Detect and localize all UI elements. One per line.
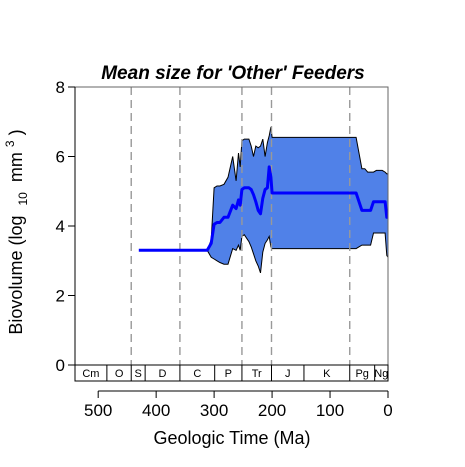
y-axis: 0 2 4 6 8: [56, 78, 76, 375]
y-tick-label: 8: [56, 78, 65, 97]
y-tick-label: 2: [56, 287, 65, 306]
chart-title: Mean size for 'Other' Feeders: [101, 63, 365, 84]
period-label: K: [323, 368, 331, 380]
y-tick-label: 6: [56, 148, 65, 167]
y-axis-label-unit: mm: [6, 152, 26, 182]
mean-size-line: [138, 165, 389, 252]
confidence-band-layer: [206, 126, 389, 274]
y-axis-label-prefix: Biovolume (log: [6, 216, 26, 335]
x-axis-label: Geologic Time (Ma): [153, 428, 310, 448]
period-boundary-layer: [130, 87, 351, 365]
period-label: Pg: [355, 368, 368, 380]
period-label: Tr: [252, 368, 262, 380]
mean-line-layer: [138, 165, 389, 252]
y-axis-label-superscript: 3: [3, 140, 17, 147]
period-label: Cm: [82, 368, 99, 380]
y-tick-label: 4: [56, 217, 65, 236]
period-label: D: [159, 368, 167, 380]
period-label: S: [135, 368, 142, 380]
period-bar-frame: [74, 364, 389, 382]
x-axis: 500 400 300 200 100 0: [84, 390, 393, 420]
period-label: C: [193, 368, 201, 380]
y-axis-label: Biovolume (log 10 mm 3 ): [0, 129, 31, 334]
x-tick-label: 400: [142, 401, 170, 420]
period-label: P: [225, 368, 232, 380]
x-tick-label: 300: [200, 401, 228, 420]
x-tick-label: 200: [258, 401, 286, 420]
y-axis-label-subscript: 10: [16, 192, 30, 206]
period-label: J: [285, 368, 291, 380]
x-tick-label: 0: [383, 401, 392, 420]
confidence-band: [206, 126, 389, 274]
y-axis-label-suffix: ): [6, 129, 26, 135]
y-tick-label: 0: [56, 356, 65, 375]
x-tick-label: 500: [84, 401, 112, 420]
geologic-period-bar: Cm O S D C P Tr J K Pg Ng: [74, 364, 389, 382]
x-tick-label: 100: [316, 401, 344, 420]
period-label: O: [115, 368, 124, 380]
period-label: Ng: [374, 368, 388, 380]
